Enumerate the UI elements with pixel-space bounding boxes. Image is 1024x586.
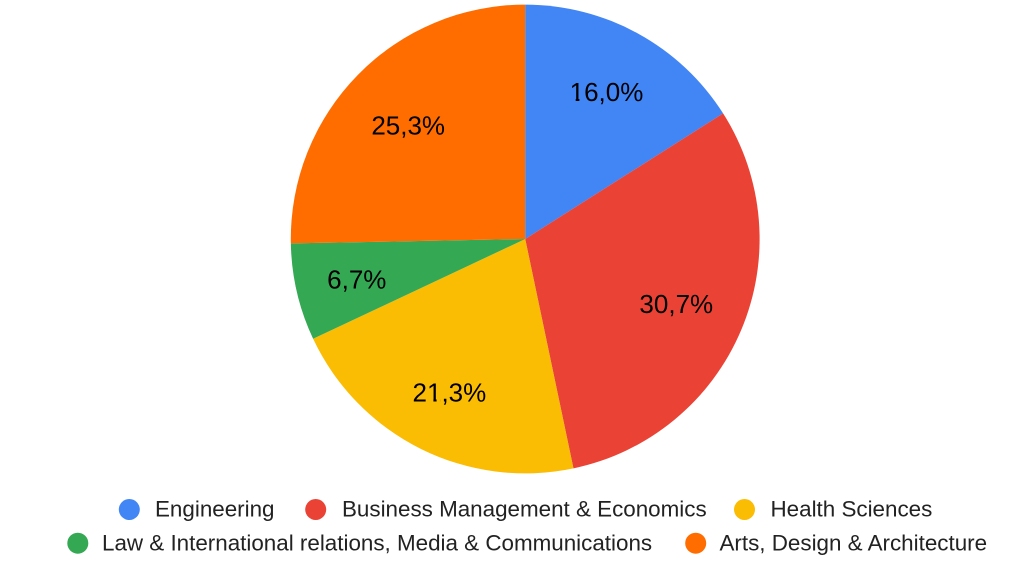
svg-text:16,0%: 16,0% [570,77,644,107]
svg-text:6,7%: 6,7% [327,264,386,294]
svg-text:21,3%: 21,3% [413,378,487,408]
svg-text:30,7%: 30,7% [639,289,713,319]
svg-text:Health Sciences: Health Sciences [771,497,933,522]
svg-text:Business Management & Economic: Business Management & Economics [342,497,707,522]
svg-text:Arts, Design & Architecture: Arts, Design & Architecture [720,531,988,556]
svg-text:Engineering: Engineering [155,497,275,522]
svg-text:25,3%: 25,3% [371,111,445,141]
svg-text:Law & International relations,: Law & International relations, Media & C… [102,531,652,556]
